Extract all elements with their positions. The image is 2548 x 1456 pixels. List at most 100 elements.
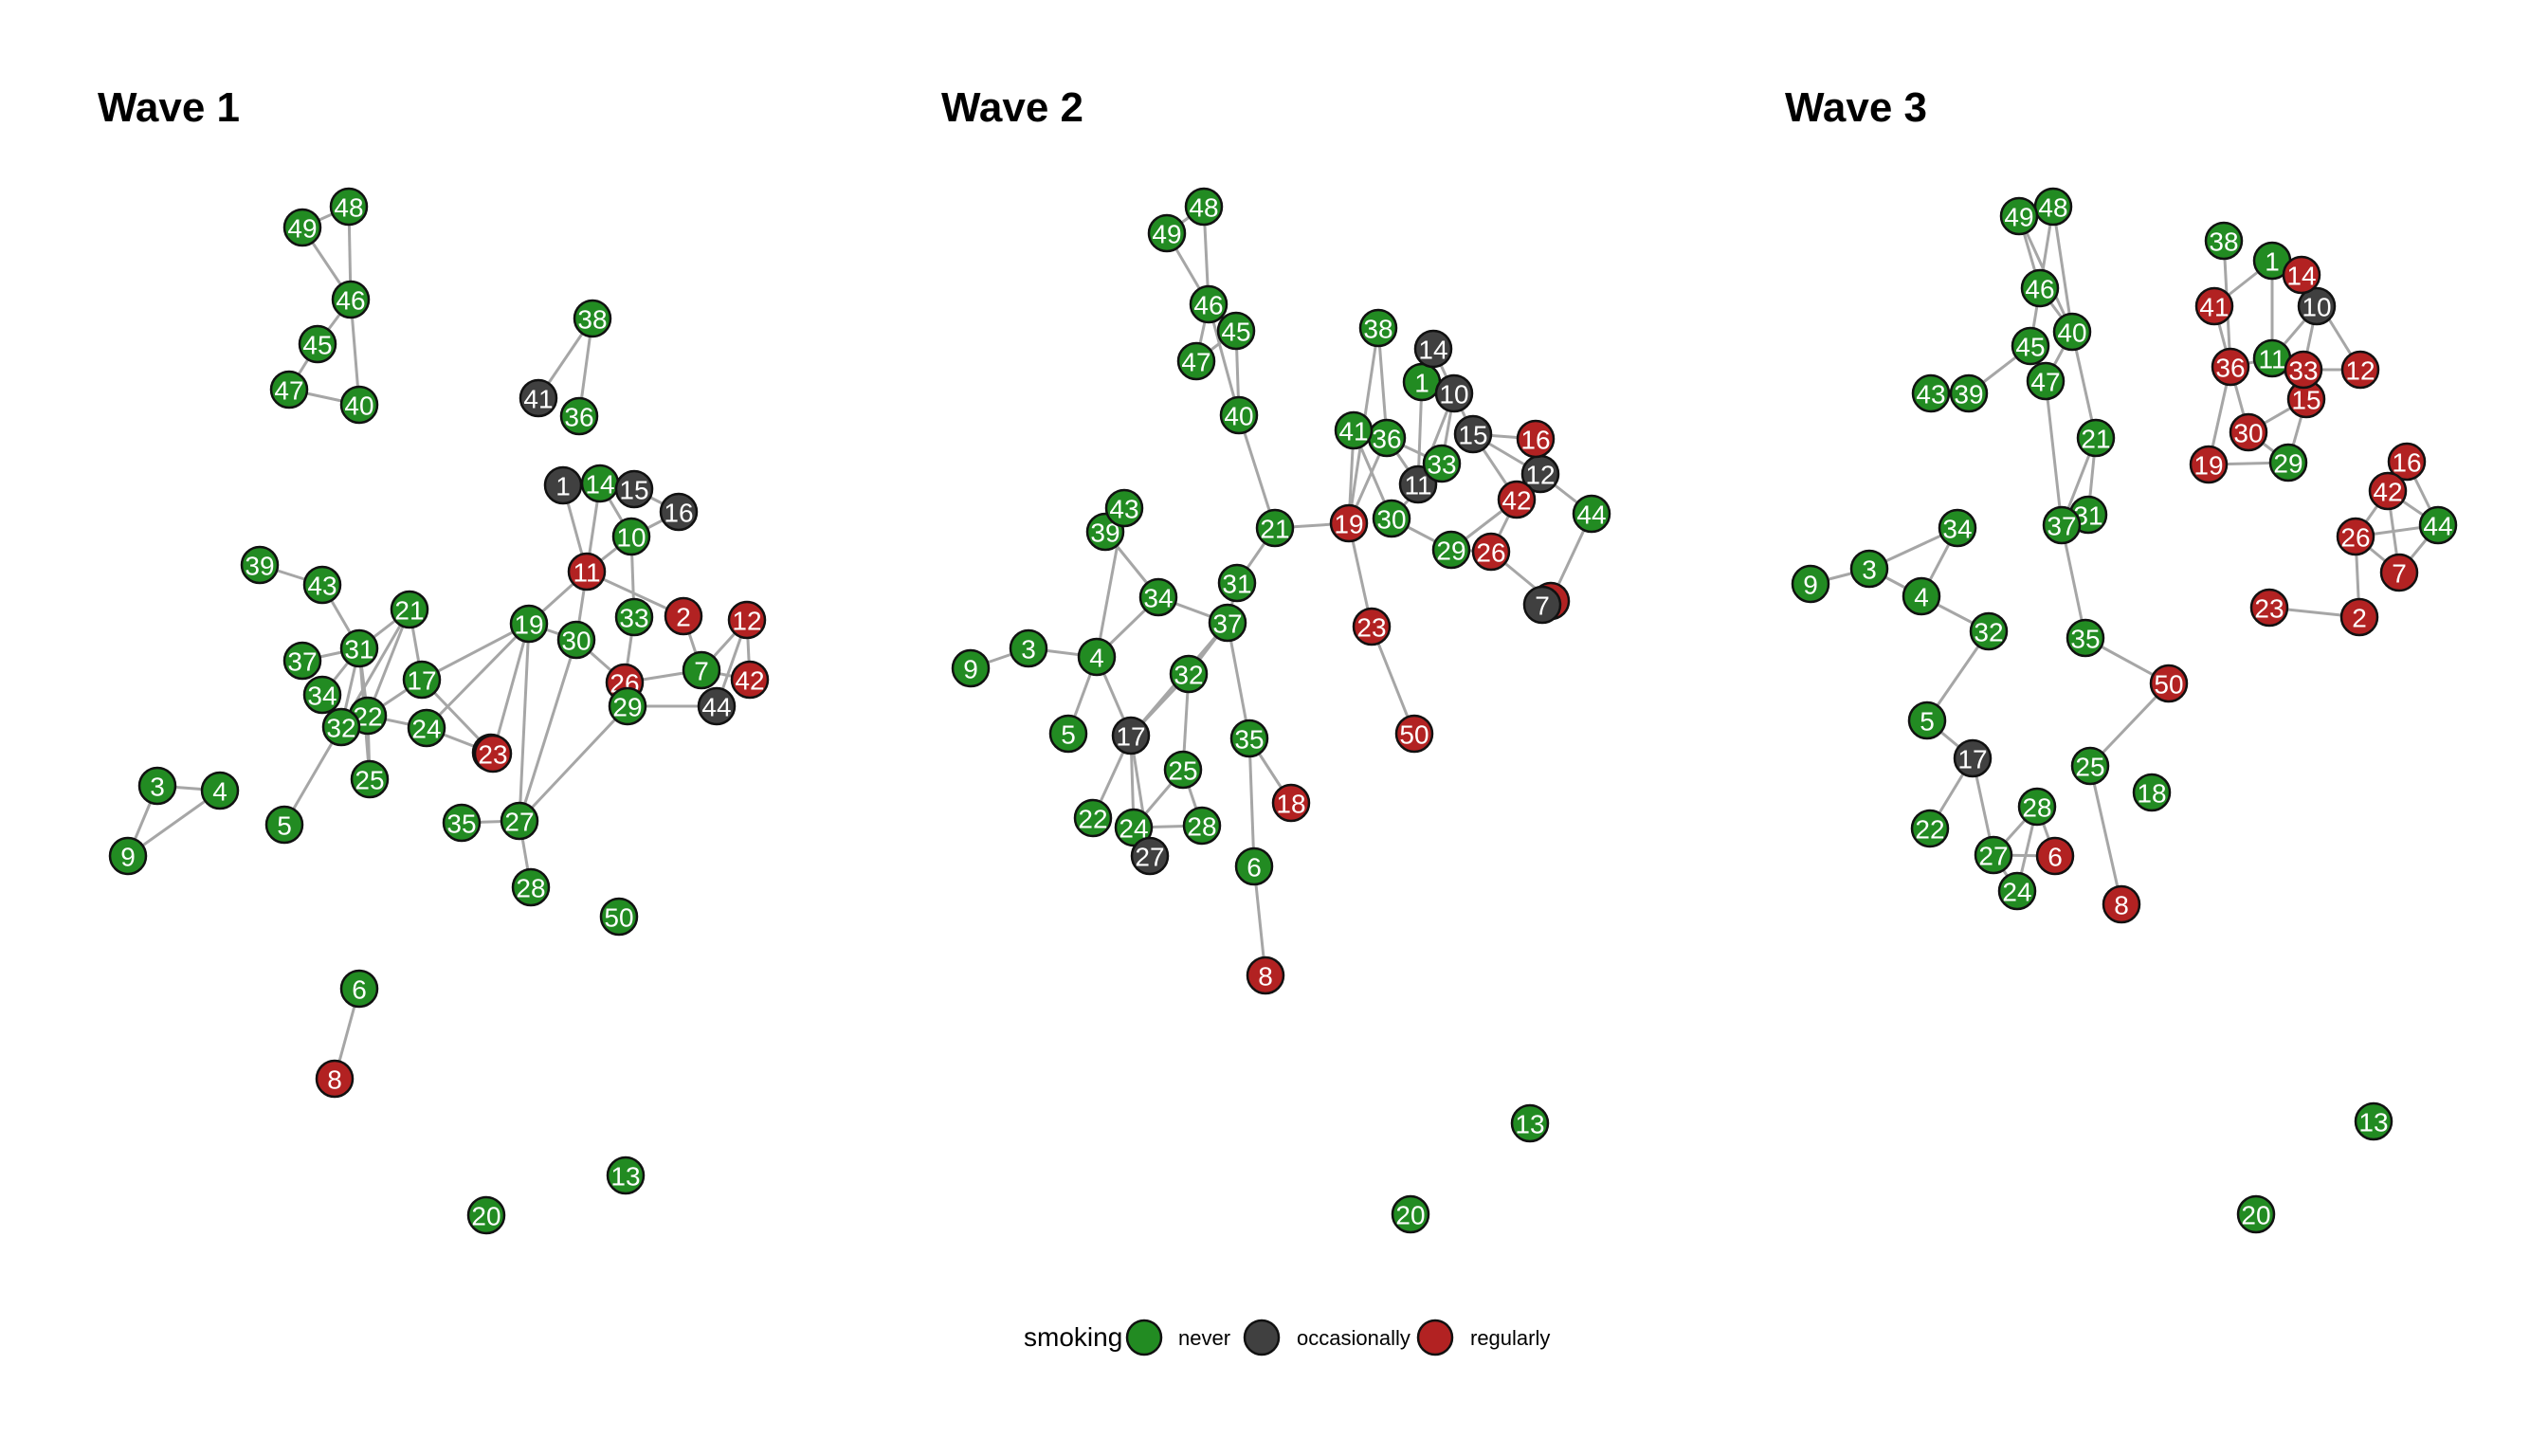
- node-44: 44: [2418, 505, 2458, 545]
- node-circle-33: [1422, 444, 1462, 483]
- node-label-19: 19: [1334, 510, 1363, 539]
- node-label-10: 10: [616, 523, 646, 553]
- node-26: 26: [2336, 517, 2375, 556]
- node-label-50: 50: [1399, 720, 1429, 750]
- node-label-44: 44: [701, 693, 731, 722]
- node-circle-42: [2368, 471, 2408, 511]
- edge-37-35: [2060, 524, 2087, 639]
- node-1: 1: [2252, 241, 2292, 281]
- node-38: 38: [573, 299, 612, 338]
- legend-label-occasionally: occasionally: [1297, 1326, 1410, 1350]
- node-circle-30: [556, 620, 596, 660]
- node-34: 34: [1938, 508, 1977, 548]
- node-label-32: 32: [326, 714, 355, 743]
- node-label-24: 24: [411, 715, 441, 744]
- node-circle-44: [1572, 494, 1611, 534]
- node-circle-39: [1949, 373, 1989, 413]
- node-circle-14: [2282, 255, 2321, 295]
- node-36: 36: [2211, 347, 2250, 387]
- node-2: 2: [2339, 597, 2379, 637]
- node-25: 25: [350, 759, 390, 799]
- node-label-30: 30: [2233, 419, 2263, 448]
- node-11: 11: [2252, 338, 2292, 378]
- node-label-37: 37: [1212, 610, 1242, 639]
- node-6: 6: [339, 969, 379, 1009]
- node-circle-34: [302, 675, 342, 715]
- node-30: 30: [1372, 499, 1411, 538]
- node-circle-3: [1849, 549, 1889, 589]
- node-label-37: 37: [287, 647, 317, 677]
- node-label-4: 4: [1089, 644, 1104, 673]
- node-label-45: 45: [1221, 318, 1250, 347]
- node-28: 28: [2017, 787, 2057, 827]
- node-circle-23: [1352, 607, 1392, 646]
- node-45: 45: [298, 324, 337, 364]
- node-label-10: 10: [1439, 380, 1468, 410]
- node-label-39: 39: [1954, 380, 1983, 410]
- node-label-33: 33: [2288, 356, 2318, 386]
- node-circle-23: [2249, 588, 2289, 628]
- node-28: 28: [511, 867, 551, 907]
- node-37: 37: [2042, 505, 2082, 545]
- node-circle-27: [1974, 835, 2013, 875]
- node-14: 14: [1413, 329, 1453, 369]
- node-label-32: 32: [1974, 618, 2003, 647]
- node-label-1: 1: [555, 472, 571, 501]
- node-24: 24: [1997, 871, 2037, 911]
- node-circle-50: [2149, 664, 2189, 703]
- node-circle-6: [339, 969, 379, 1009]
- node-label-36: 36: [2215, 354, 2245, 383]
- node-circle-13: [606, 1156, 646, 1195]
- legend-label-never: never: [1178, 1326, 1230, 1350]
- node-4: 4: [1902, 576, 1941, 616]
- node-15: 15: [614, 469, 654, 509]
- node-circle-8: [1246, 956, 1285, 995]
- node-41: 41: [519, 378, 558, 418]
- node-47: 47: [2026, 361, 2066, 401]
- node-15: 15: [1453, 414, 1493, 454]
- node-circle-4: [1077, 637, 1117, 677]
- node-10: 10: [2297, 286, 2337, 326]
- node-circle-34: [1938, 508, 1977, 548]
- node-circle-38: [2204, 221, 2244, 261]
- node-label-41: 41: [523, 385, 553, 414]
- node-label-28: 28: [1187, 812, 1216, 842]
- node-50: 50: [1394, 714, 1434, 754]
- node-48: 48: [2033, 187, 2073, 227]
- node-30: 30: [2229, 412, 2268, 452]
- node-circle-41: [519, 378, 558, 418]
- edge-40-21: [1237, 414, 1277, 529]
- node-label-12: 12: [732, 607, 761, 636]
- node-circle-45: [1216, 311, 1256, 351]
- node-label-14: 14: [585, 470, 614, 500]
- node-4: 4: [200, 771, 240, 810]
- node-9: 9: [1791, 564, 1830, 604]
- wave-1-nodes: 1234567891011121314151617181920212223242…: [108, 187, 770, 1235]
- node-44: 44: [1572, 494, 1611, 534]
- legend-swatch-regularly: [1416, 1319, 1454, 1356]
- node-33: 33: [614, 597, 654, 637]
- node-circle-3: [137, 766, 177, 806]
- node-39: 39: [240, 545, 280, 585]
- node-32: 32: [321, 707, 361, 747]
- node-circle-19: [2189, 445, 2229, 484]
- node-17: 17: [1953, 738, 1993, 778]
- node-label-23: 23: [1356, 613, 1386, 643]
- node-label-33: 33: [619, 604, 648, 633]
- node-label-6: 6: [352, 975, 367, 1005]
- node-circle-31: [1217, 563, 1257, 603]
- node-23: 23: [1352, 607, 1392, 646]
- node-label-41: 41: [1338, 417, 1368, 446]
- node-circle-45: [2011, 326, 2050, 366]
- node-label-30: 30: [1376, 505, 1406, 535]
- node-29: 29: [1431, 530, 1471, 570]
- node-label-20: 20: [471, 1202, 500, 1231]
- node-circle-7: [2379, 553, 2419, 592]
- node-22: 22: [1073, 798, 1113, 838]
- node-circle-28: [511, 867, 551, 907]
- node-14: 14: [2282, 255, 2321, 295]
- node-label-31: 31: [1222, 570, 1251, 599]
- node-36: 36: [1367, 418, 1407, 458]
